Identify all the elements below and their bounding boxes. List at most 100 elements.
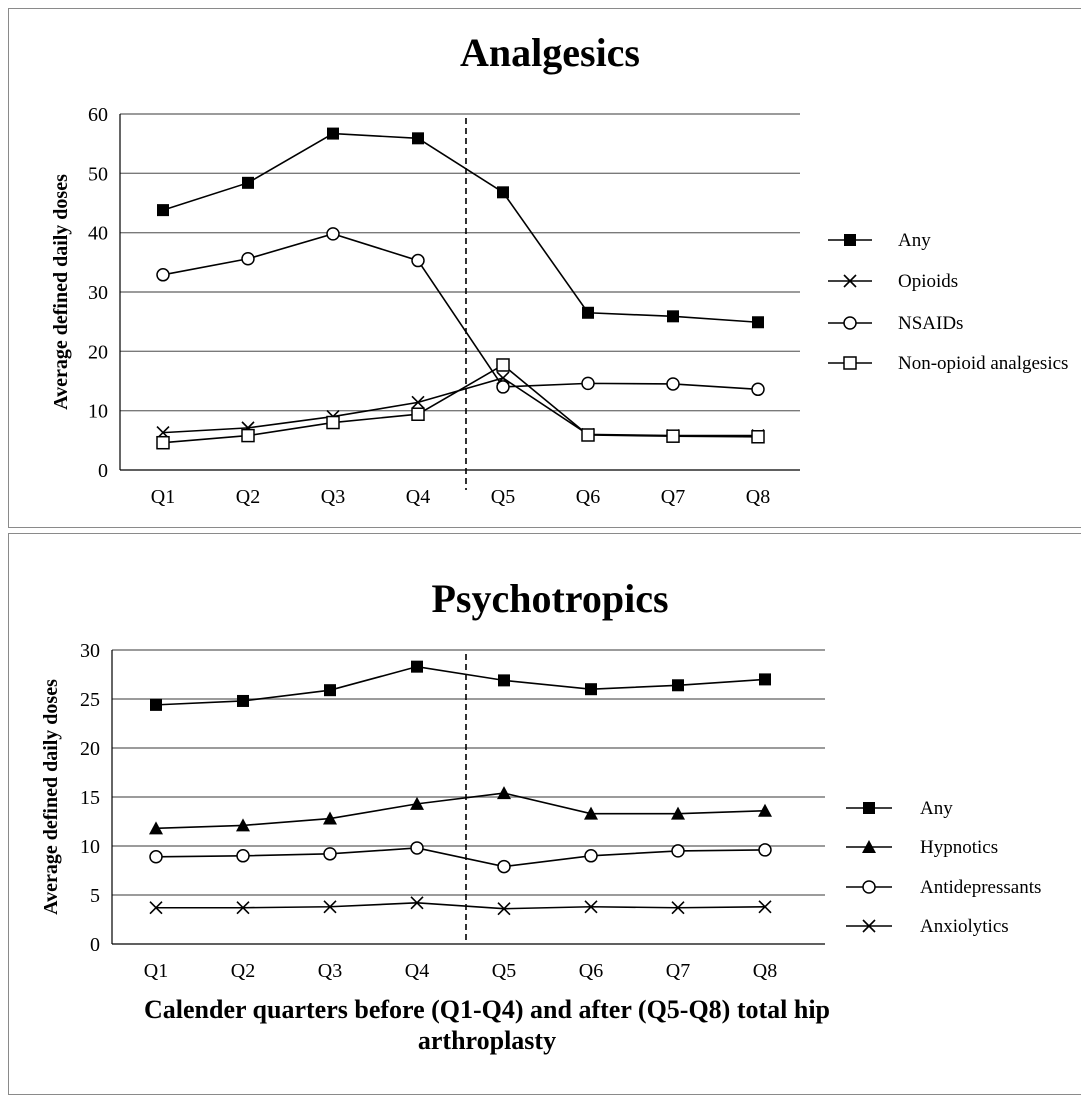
- x-tick-label: Q3: [321, 486, 345, 508]
- legend-marker: [862, 840, 876, 853]
- y-tick-label: 25: [80, 689, 100, 711]
- data-point: [671, 901, 685, 915]
- data-point: [752, 316, 764, 329]
- data-point: [327, 127, 339, 140]
- data-point: [497, 859, 511, 874]
- data-point: [584, 806, 598, 820]
- data-point: [497, 786, 511, 800]
- x-tick-label: Q8: [753, 960, 777, 982]
- data-point: [323, 811, 337, 825]
- series-nsaids: [156, 227, 765, 397]
- data-point: [584, 849, 598, 863]
- series-line: [162, 364, 759, 444]
- x-axis-label: arthroplasty: [418, 1026, 556, 1055]
- legend-label: NSAIDs: [898, 313, 963, 334]
- data-point: [156, 268, 170, 282]
- y-tick-label: 5: [90, 885, 100, 907]
- y-axis-label: Average defined daily doses: [50, 174, 72, 410]
- chart-2: Psychotropics 0 5 10 15 20 25 30 Q1 Q2 Q3 Q4 Q5 Q6 Q7 Q…: [40, 576, 1041, 1055]
- series-hypnotics: [149, 786, 772, 835]
- x-tick-label: Q1: [151, 486, 175, 508]
- legend-marker: [843, 356, 857, 370]
- series-line: [162, 132, 759, 324]
- legend-label: Anxiolytics: [920, 916, 1009, 937]
- chart-1: Analgesics 0 10 20 30 40 50 60 Q1 Q2 Q3 Q4 Q5 Q6 Q7 Q8 A…: [50, 30, 1068, 508]
- legend-label: Non-opioid analgesics: [898, 353, 1068, 374]
- data-point: [242, 176, 254, 189]
- legend-item: Anxiolytics: [846, 916, 1009, 937]
- data-point: [582, 306, 594, 319]
- series-line: [156, 902, 766, 910]
- data-point: [149, 850, 163, 864]
- data-point: [497, 186, 509, 199]
- y-tick-label: 10: [88, 401, 108, 423]
- legend-marker: [862, 919, 876, 933]
- y-tick-label: 20: [80, 738, 100, 760]
- data-point: [411, 407, 425, 421]
- legend: Any Hypnotics Antidepressants Anxiolytics: [846, 798, 1041, 937]
- x-axis-label: Calender quarters before (Q1-Q4) and aft…: [144, 995, 830, 1024]
- y-tick-label: 60: [88, 104, 108, 126]
- data-point: [326, 415, 340, 430]
- data-point: [666, 377, 680, 391]
- legend-marker: [843, 316, 857, 330]
- data-point: [410, 896, 424, 910]
- data-point: [672, 679, 684, 692]
- data-point: [496, 380, 510, 394]
- data-point: [241, 428, 255, 443]
- data-point: [237, 694, 249, 707]
- data-point: [411, 395, 425, 409]
- series-line: [162, 233, 759, 391]
- y-tick-label: 10: [80, 836, 100, 858]
- data-point: [412, 132, 424, 145]
- series-antidepressants: [149, 841, 772, 874]
- data-point: [236, 818, 250, 832]
- data-point: [751, 382, 765, 397]
- data-point: [758, 900, 772, 914]
- legend-item: Non-opioid analgesics: [828, 353, 1068, 374]
- data-point: [150, 698, 162, 711]
- data-point: [581, 376, 595, 391]
- data-point: [323, 847, 337, 861]
- data-point: [498, 674, 510, 687]
- x-tick-label: Q5: [492, 960, 516, 982]
- data-point: [758, 843, 772, 857]
- y-tick-label: 40: [88, 223, 108, 245]
- x-tick-label: Q2: [231, 960, 255, 982]
- x-tick-label: Q8: [746, 486, 770, 508]
- legend-item: Any: [846, 798, 953, 819]
- data-point: [759, 673, 771, 686]
- data-point: [758, 803, 772, 817]
- x-tick-label: Q6: [576, 486, 600, 508]
- legend-item: Opioids: [828, 271, 958, 292]
- data-point: [581, 428, 595, 442]
- series-line: [155, 665, 766, 706]
- data-point: [157, 204, 169, 217]
- data-point: [156, 435, 170, 450]
- chart-title: Analgesics: [460, 30, 640, 75]
- legend-item: Antidepressants: [846, 877, 1041, 898]
- data-point: [236, 849, 250, 863]
- data-point: [496, 358, 510, 372]
- x-tick-label: Q4: [406, 486, 430, 508]
- x-tick-label: Q4: [405, 960, 429, 982]
- x-tick-label: Q7: [661, 486, 685, 508]
- y-axis-label: Average defined daily doses: [40, 679, 62, 915]
- legend-label: Any: [898, 230, 931, 251]
- legend-marker: [844, 234, 856, 246]
- x-tick-label: Q7: [666, 960, 690, 982]
- series-line: [155, 847, 766, 868]
- legend-item: NSAIDs: [828, 313, 963, 334]
- y-tick-label: 0: [98, 460, 108, 482]
- chart-title: Psychotropics: [431, 576, 668, 621]
- data-point: [411, 660, 423, 673]
- data-point: [241, 252, 255, 266]
- data-point: [497, 902, 511, 916]
- legend-marker: [843, 274, 857, 288]
- y-tick-label: 0: [90, 934, 100, 956]
- series-any: [157, 127, 764, 329]
- data-point: [410, 796, 424, 810]
- series-non-opioid-analgesics: [156, 358, 765, 450]
- data-point: [751, 430, 765, 444]
- data-point: [149, 901, 163, 915]
